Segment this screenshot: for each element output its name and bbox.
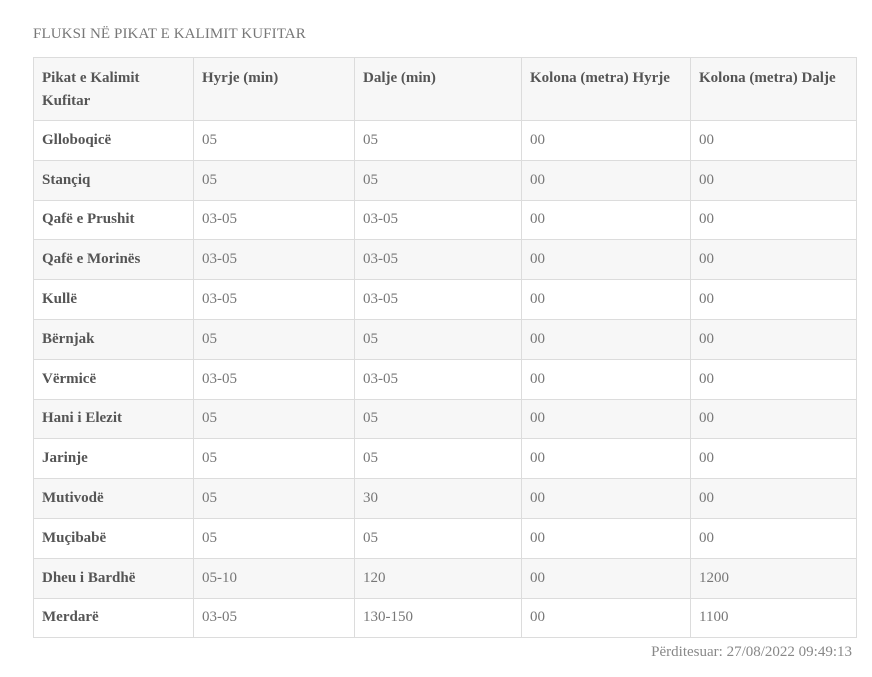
cell-queue-exit: 00 — [690, 159, 857, 201]
cell-queue-entry: 00 — [521, 438, 691, 480]
cell-crossing-point: Muçibabë — [33, 517, 194, 559]
table-row: Hani i Elezit 05 05 00 00 — [33, 398, 857, 440]
cell-entry-min: 05 — [193, 318, 355, 360]
cell-exit-min: 130-150 — [354, 597, 522, 639]
cell-crossing-point: Stançiq — [33, 159, 194, 201]
cell-exit-min: 05 — [354, 318, 522, 360]
table-row: Dheu i Bardhë 05-10 120 00 1200 — [33, 557, 857, 599]
cell-queue-entry: 00 — [521, 557, 691, 599]
cell-queue-exit: 00 — [690, 199, 857, 241]
table-row: Glloboqicë 05 05 00 00 — [33, 120, 857, 161]
cell-entry-min: 03-05 — [193, 239, 355, 281]
cell-queue-exit: 00 — [690, 279, 857, 320]
cell-crossing-point: Hani i Elezit — [33, 398, 194, 440]
cell-queue-exit: 00 — [690, 120, 857, 161]
table-row: Mutivodë 05 30 00 00 — [33, 478, 857, 519]
cell-crossing-point: Dheu i Bardhë — [33, 557, 194, 599]
cell-entry-min: 05 — [193, 120, 355, 161]
cell-queue-entry: 00 — [521, 318, 691, 360]
cell-queue-exit: 00 — [690, 478, 857, 519]
cell-queue-entry: 00 — [521, 199, 691, 241]
table-row: Jarinje 05 05 00 00 — [33, 438, 857, 480]
cell-exit-min: 120 — [354, 557, 522, 599]
cell-queue-exit: 1200 — [690, 557, 857, 599]
cell-entry-min: 03-05 — [193, 358, 355, 400]
cell-queue-exit: 1100 — [690, 597, 857, 639]
cell-entry-min: 05 — [193, 159, 355, 201]
cell-exit-min: 05 — [354, 398, 522, 440]
cell-exit-min: 03-05 — [354, 279, 522, 320]
cell-crossing-point: Vërmicë — [33, 358, 194, 400]
cell-exit-min: 05 — [354, 438, 522, 480]
cell-crossing-point: Mutivodë — [33, 478, 194, 519]
header-queue-entry: Kolona (metra) Hyrje — [521, 57, 691, 121]
table-title: FLUKSI NË PIKAT E KALIMIT KUFITAR — [33, 26, 306, 42]
cell-exit-min: 03-05 — [354, 239, 522, 281]
cell-exit-min: 05 — [354, 120, 522, 161]
cell-queue-exit: 00 — [690, 438, 857, 480]
header-exit-min: Dalje (min) — [354, 57, 522, 121]
cell-queue-entry: 00 — [521, 120, 691, 161]
cell-entry-min: 05 — [193, 517, 355, 559]
cell-crossing-point: Merdarë — [33, 597, 194, 639]
cell-queue-entry: 00 — [521, 239, 691, 281]
cell-queue-entry: 00 — [521, 517, 691, 559]
table-row: Qafë e Morinës 03-05 03-05 00 00 — [33, 239, 857, 281]
border-flux-table: Pikat e Kalimit Kufitar Hyrje (min) Dalj… — [33, 57, 857, 639]
table-row: Qafë e Prushit 03-05 03-05 00 00 — [33, 199, 857, 241]
last-updated: Përditesuar: 27/08/2022 09:49:13 — [651, 644, 852, 660]
table-row: Muçibabë 05 05 00 00 — [33, 517, 857, 559]
cell-entry-min: 05 — [193, 478, 355, 519]
cell-queue-exit: 00 — [690, 239, 857, 281]
cell-exit-min: 05 — [354, 517, 522, 559]
table-header-row: Pikat e Kalimit Kufitar Hyrje (min) Dalj… — [33, 57, 857, 121]
header-crossing-point: Pikat e Kalimit Kufitar — [33, 57, 194, 121]
cell-entry-min: 05 — [193, 398, 355, 440]
cell-exit-min: 03-05 — [354, 358, 522, 400]
cell-entry-min: 05 — [193, 438, 355, 480]
cell-queue-entry: 00 — [521, 478, 691, 519]
cell-crossing-point: Qafë e Prushit — [33, 199, 194, 241]
cell-queue-entry: 00 — [521, 159, 691, 201]
cell-entry-min: 03-05 — [193, 199, 355, 241]
cell-crossing-point: Kullë — [33, 279, 194, 320]
cell-queue-exit: 00 — [690, 318, 857, 360]
table-row: Stançiq 05 05 00 00 — [33, 159, 857, 201]
cell-queue-exit: 00 — [690, 398, 857, 440]
cell-queue-entry: 00 — [521, 279, 691, 320]
header-entry-min: Hyrje (min) — [193, 57, 355, 121]
table-row: Kullë 03-05 03-05 00 00 — [33, 279, 857, 320]
cell-crossing-point: Qafë e Morinës — [33, 239, 194, 281]
cell-queue-entry: 00 — [521, 358, 691, 400]
table-row: Merdarë 03-05 130-150 00 1100 — [33, 597, 857, 639]
cell-queue-entry: 00 — [521, 597, 691, 639]
cell-queue-exit: 00 — [690, 517, 857, 559]
cell-entry-min: 05-10 — [193, 557, 355, 599]
cell-entry-min: 03-05 — [193, 597, 355, 639]
cell-exit-min: 03-05 — [354, 199, 522, 241]
cell-queue-exit: 00 — [690, 358, 857, 400]
cell-crossing-point: Bërnjak — [33, 318, 194, 360]
cell-entry-min: 03-05 — [193, 279, 355, 320]
cell-queue-entry: 00 — [521, 398, 691, 440]
table-row: Vërmicë 03-05 03-05 00 00 — [33, 358, 857, 400]
table-row: Bërnjak 05 05 00 00 — [33, 318, 857, 360]
header-queue-exit: Kolona (metra) Dalje — [690, 57, 857, 121]
cell-exit-min: 30 — [354, 478, 522, 519]
cell-exit-min: 05 — [354, 159, 522, 201]
cell-crossing-point: Glloboqicë — [33, 120, 194, 161]
cell-crossing-point: Jarinje — [33, 438, 194, 480]
